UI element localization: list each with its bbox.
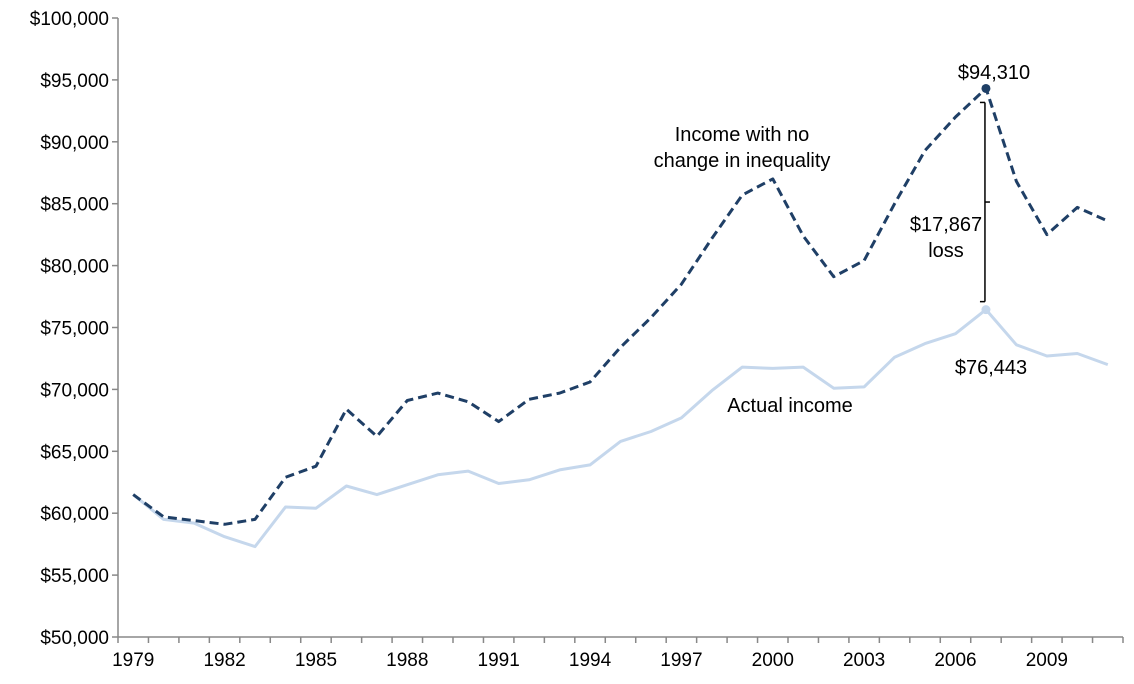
- x-tick-label: 2009: [1026, 650, 1068, 671]
- y-tick-label: $80,000: [40, 257, 109, 278]
- y-tick-label: $70,000: [40, 380, 109, 401]
- x-tick-label: 1979: [112, 650, 154, 671]
- no-change-income-line: [132, 86, 1109, 526]
- x-tick-label: 2003: [843, 650, 885, 671]
- y-tick-label: $90,000: [40, 133, 109, 154]
- y-tick-label: $65,000: [40, 442, 109, 463]
- x-tick-label: 1982: [203, 650, 245, 671]
- y-tick-label: $85,000: [40, 195, 109, 216]
- y-tick-label: $75,000: [40, 319, 109, 340]
- y-tick-label: $60,000: [40, 504, 109, 525]
- actual-series-label: Actual income: [727, 395, 853, 417]
- x-tick-label: 1988: [386, 650, 428, 671]
- y-tick-label: $95,000: [40, 71, 109, 92]
- x-tick-label: 2000: [752, 650, 794, 671]
- x-tick-label: 1985: [295, 650, 337, 671]
- peak-no-change-value-label: $94,310: [958, 62, 1030, 84]
- axes: [117, 18, 1123, 638]
- actual-income-line: [132, 308, 1109, 549]
- no-change-series-label-line1: Income with no: [675, 124, 810, 146]
- x-tick-label: 1994: [569, 650, 612, 671]
- y-tick-label: $50,000: [40, 628, 109, 649]
- y-tick-label: $55,000: [40, 566, 109, 587]
- x-tick-label: 2006: [934, 650, 976, 671]
- y-axis-ticks: $50,000 $55,000 $60,000 $65,000 $70,000 $75,0…: [30, 9, 118, 649]
- x-axis-ticks: 1979 1982 1985 1988 1991 1994 1997 2000 2003 2006…: [112, 637, 1124, 671]
- series-group: [132, 83, 1109, 549]
- peak-actual-marker: [981, 305, 991, 315]
- y-tick-label: $100,000: [30, 9, 109, 30]
- loss-value-label: $17,867: [910, 214, 982, 236]
- x-tick-label: 1991: [478, 650, 520, 671]
- no-change-series-label-line2: change in inequality: [654, 150, 831, 172]
- peak-no-change-marker: [981, 83, 991, 93]
- peak-actual-value-label: $76,443: [955, 357, 1027, 379]
- loss-word-label: loss: [928, 240, 964, 262]
- x-tick-label: 1997: [660, 650, 702, 671]
- loss-bracket: [979, 101, 990, 303]
